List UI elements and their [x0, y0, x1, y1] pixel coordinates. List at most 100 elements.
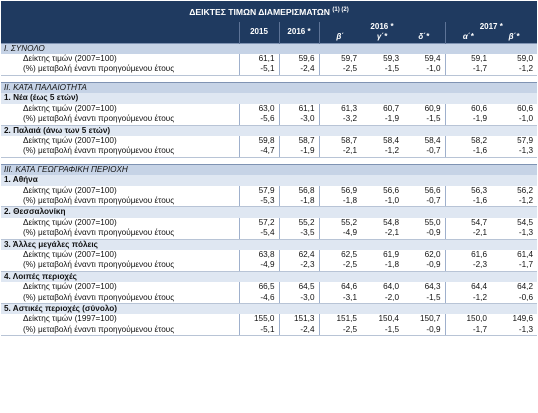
cell-value: 59,4	[424, 54, 441, 64]
cell-value: 63,0	[238, 103, 279, 115]
cell-value: 57,2	[238, 217, 279, 229]
cell-value: 54,7	[444, 217, 491, 229]
table-row: Δείκτης τιμών (2007=100) 63,8 62,4 62,5 …	[1, 249, 537, 261]
cell-value: 150,0	[444, 314, 491, 325]
cell-value: -1,2	[361, 146, 403, 158]
cell-value: -1,7	[444, 64, 491, 76]
cell-value: 59,8	[238, 135, 279, 147]
cell-value: -2,5	[318, 324, 361, 337]
cell-value: -1,9	[444, 114, 491, 126]
cell-value: -2,1	[361, 228, 403, 240]
cell-value: 61,4	[517, 249, 534, 259]
table-title-text: ΔΕΙΚΤΕΣ ΤΙΜΩΝ ΔΙΑΜΕΡΙΣΜΑΤΩΝ	[189, 6, 331, 17]
row-label: (%) μεταβολή έναντι προηγούμενου έτους	[1, 64, 239, 76]
cell-value: 150,7	[420, 314, 441, 324]
table-row: (%) μεταβολή έναντι προηγούμενου έτους -…	[1, 195, 538, 208]
section-title: I. ΣΥΝΟΛΟ	[1, 42, 538, 55]
cell-value: 151,5	[318, 314, 361, 325]
subsection-title: 3. Άλλες μεγάλες πόλεις	[1, 239, 538, 250]
subsection-title: 1. Αθήνα	[1, 175, 538, 186]
row-label: (%) μεταβολή έναντι προηγούμενου έτους	[1, 146, 239, 158]
cell-value: -0,9	[403, 228, 445, 240]
cell-value: -1,3	[491, 228, 538, 240]
cell-value: -1,9	[361, 114, 403, 126]
table-row: (%) μεταβολή έναντι προηγούμενου έτους -…	[1, 146, 538, 158]
spacer-row	[1, 75, 537, 82]
cell-value: -1,7	[491, 260, 538, 272]
cell-value: -4,7	[238, 146, 279, 158]
section-title: III. ΚΑΤΑ ΓΕΩΓΡΑΦΙΚΗ ΠΕΡΙΟΧΗ	[1, 163, 538, 176]
header-row-groups: 2015 2016 * 2016 * 2017 *	[1, 21, 538, 44]
cell-value: 63,8	[238, 249, 279, 261]
cell-value: -1,2	[444, 292, 491, 305]
cell-value: -2,5	[318, 64, 361, 76]
price-index-table-container: ΔΕΙΚΤΕΣ ΤΙΜΩΝ ΔΙΑΜΕΡΙΣΜΑΤΩΝ (1) (2) 2015…	[1, 1, 538, 337]
cell-value: 66,5	[238, 282, 279, 293]
cell-value: 60,7	[383, 103, 399, 113]
table-row: Δείκτης τιμών (1997=100) 155,0 151,3 151…	[1, 314, 537, 325]
header-2017-q2: β΄*	[491, 32, 538, 44]
subsection-title: 2. Θεσσαλονίκη	[1, 206, 538, 218]
subsection-title: 5. Αστικές περιοχές (σύνολο)	[1, 303, 538, 315]
table-row: (%) μεταβολή έναντι προηγούμενου έτους -…	[1, 292, 538, 305]
subsection-title: 4. Λοιπές περιοχές	[1, 271, 538, 283]
section-by-region: III. ΚΑΤΑ ΓΕΩΓΡΑΦΙΚΗ ΠΕΡΙΟΧΗ	[1, 163, 538, 176]
cell-value: 56,2	[517, 185, 534, 195]
cell-value: -2,3	[444, 260, 491, 272]
cell-value: 59,3	[383, 54, 399, 64]
row-label: (%) μεταβολή έναντι προηγούμενου έτους	[1, 260, 239, 272]
subsection-old: 2. Παλαιά (άνω των 5 ετών)	[1, 125, 538, 136]
cell-value: 59,6	[278, 54, 319, 65]
table-row: (%) μεταβολή έναντι προηγούμενου έτους -…	[1, 114, 538, 126]
table-title: ΔΕΙΚΤΕΣ ΤΙΜΩΝ ΔΙΑΜΕΡΙΣΜΑΤΩΝ (1) (2)	[1, 1, 538, 22]
cell-value: -2,3	[278, 260, 319, 272]
cell-value: 56,3	[444, 185, 491, 196]
table-row: (%) μεταβολή έναντι προηγούμενου έτους -…	[1, 260, 538, 272]
row-label: Δείκτης τιμών (2007=100)	[23, 282, 117, 292]
header-2016-q3: γ΄*	[361, 32, 403, 44]
row-label: Δείκτης τιμών (2007=100)	[23, 103, 117, 113]
cell-value: -2,4	[278, 64, 319, 76]
table-row: Δείκτης τιμών (2007=100) 66,5 64,5 64,6 …	[1, 282, 537, 293]
header-2016-annual: 2016 *	[278, 21, 319, 44]
cell-value: -3,2	[318, 114, 361, 126]
cell-value: 64,3	[424, 282, 441, 292]
cell-value: -3,0	[278, 114, 319, 126]
cell-value: 64,0	[383, 282, 399, 292]
cell-value: 151,3	[278, 314, 319, 325]
cell-value: 64,4	[444, 282, 491, 293]
cell-value: 62,5	[318, 249, 361, 261]
cell-value: 61,1	[238, 54, 279, 65]
cell-value: -2,0	[361, 292, 403, 305]
row-label: Δείκτης τιμών (2007=100)	[23, 217, 117, 227]
table-row: Δείκτης τιμών (2007=100) 57,2 55,2 55,2 …	[1, 217, 537, 229]
cell-value: -2,1	[444, 228, 491, 240]
cell-value: -1,5	[403, 114, 445, 126]
cell-value: -5,1	[238, 324, 279, 337]
cell-value: -1,5	[403, 292, 445, 305]
table-title-row: ΔΕΙΚΤΕΣ ΤΙΜΩΝ ΔΙΑΜΕΡΙΣΜΑΤΩΝ (1) (2)	[1, 1, 538, 22]
subsection-other-large-cities: 3. Άλλες μεγάλες πόλεις	[1, 239, 538, 250]
header-row-quarters: β΄ γ΄* δ΄* α΄* β΄*	[1, 32, 538, 44]
spacer-row	[1, 157, 537, 164]
cell-value: 56,9	[318, 185, 361, 196]
row-label: Δείκτης τιμών (2007=100)	[23, 54, 117, 64]
cell-value: -1,0	[403, 64, 445, 76]
cell-value: -2,1	[318, 146, 361, 158]
cell-value: 64,5	[278, 282, 319, 293]
header-2017-q1: α΄*	[444, 32, 491, 44]
cell-value: 59,1	[444, 54, 491, 65]
cell-value: -0,7	[403, 146, 445, 158]
spacer-cell	[1, 157, 537, 164]
subsection-other-areas: 4. Λοιπές περιοχές	[1, 271, 538, 283]
cell-value: 62,4	[278, 249, 319, 261]
subsection-new: 1. Νέα (έως 5 ετών)	[1, 93, 538, 104]
subsection-title: 2. Παλαιά (άνω των 5 ετών)	[1, 125, 538, 136]
cell-value: -4,9	[238, 260, 279, 272]
cell-value: -1,8	[278, 195, 319, 208]
cell-value: -5,6	[238, 114, 279, 126]
cell-value: 58,7	[318, 135, 361, 147]
row-label: (%) μεταβολή έναντι προηγούμενου έτους	[1, 114, 239, 126]
cell-value: 58,4	[424, 135, 441, 145]
cell-value: 58,2	[444, 135, 491, 147]
